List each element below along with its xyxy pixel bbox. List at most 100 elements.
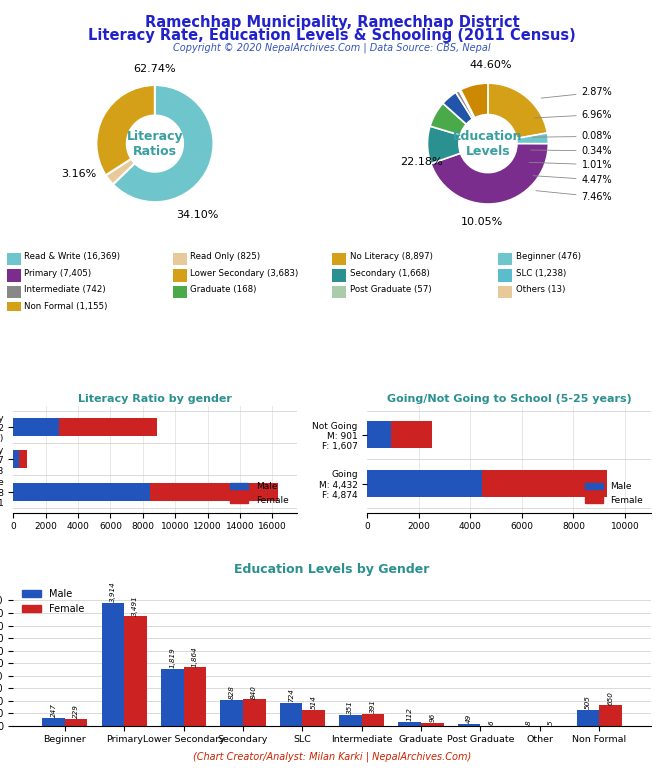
Wedge shape bbox=[459, 90, 475, 118]
Bar bbox=[599, 705, 622, 726]
Bar bbox=[421, 723, 444, 726]
Bar bbox=[102, 603, 124, 726]
Text: 6: 6 bbox=[489, 720, 495, 725]
Bar bbox=[124, 617, 147, 726]
Text: 351: 351 bbox=[347, 700, 353, 714]
Bar bbox=[302, 710, 325, 726]
Text: 62.74%: 62.74% bbox=[133, 64, 176, 74]
Text: No Literacy (8,897): No Literacy (8,897) bbox=[349, 252, 432, 261]
Text: Beginner (476): Beginner (476) bbox=[515, 252, 580, 261]
Bar bbox=[42, 718, 65, 726]
Bar bbox=[7, 269, 21, 282]
Bar bbox=[19, 450, 27, 468]
Wedge shape bbox=[488, 83, 547, 138]
Text: Primary (7,405): Primary (7,405) bbox=[24, 269, 92, 277]
Text: Literacy Rate, Education Levels & Schooling (2011 Census): Literacy Rate, Education Levels & School… bbox=[88, 28, 576, 44]
Text: 840: 840 bbox=[251, 685, 257, 699]
Text: 247: 247 bbox=[50, 703, 56, 717]
Text: 112: 112 bbox=[407, 707, 413, 721]
Legend: Male, Female: Male, Female bbox=[18, 585, 88, 617]
Wedge shape bbox=[430, 103, 466, 135]
Wedge shape bbox=[517, 133, 548, 144]
Text: 391: 391 bbox=[370, 699, 376, 713]
Bar bbox=[7, 286, 21, 299]
Bar bbox=[481, 470, 607, 497]
Text: 4.47%: 4.47% bbox=[533, 175, 612, 185]
Text: Copyright © 2020 NepalArchives.Com | Data Source: CBS, Nepal: Copyright © 2020 NepalArchives.Com | Dat… bbox=[173, 42, 491, 53]
Text: Read & Write (16,369): Read & Write (16,369) bbox=[24, 252, 120, 261]
Title: Education Levels by Gender: Education Levels by Gender bbox=[234, 563, 430, 576]
Bar bbox=[65, 719, 88, 726]
Bar bbox=[7, 303, 21, 315]
Bar bbox=[332, 286, 347, 299]
Text: Graduate (168): Graduate (168) bbox=[190, 285, 256, 294]
Text: 44.60%: 44.60% bbox=[469, 60, 512, 70]
Text: Others (13): Others (13) bbox=[515, 285, 565, 294]
Bar bbox=[7, 252, 21, 265]
Text: 10.05%: 10.05% bbox=[461, 217, 503, 227]
Bar bbox=[13, 483, 149, 501]
Bar bbox=[367, 422, 390, 449]
Text: 0.34%: 0.34% bbox=[531, 146, 612, 156]
Text: 505: 505 bbox=[585, 695, 591, 709]
Text: 3,914: 3,914 bbox=[110, 581, 116, 602]
Text: (Chart Creator/Analyst: Milan Karki | NepalArchives.Com): (Chart Creator/Analyst: Milan Karki | Ne… bbox=[193, 751, 471, 762]
Title: Literacy Ratio by gender: Literacy Ratio by gender bbox=[78, 393, 232, 403]
Text: 724: 724 bbox=[288, 688, 294, 702]
Text: Lower Secondary (3,683): Lower Secondary (3,683) bbox=[190, 269, 298, 277]
Bar bbox=[458, 724, 481, 726]
Text: SLC (1,238): SLC (1,238) bbox=[515, 269, 566, 277]
Bar bbox=[59, 418, 157, 435]
Wedge shape bbox=[431, 144, 548, 204]
Bar bbox=[367, 470, 481, 497]
Text: 49: 49 bbox=[466, 714, 472, 723]
Legend: Male, Female: Male, Female bbox=[581, 478, 646, 508]
Text: Secondary (1,668): Secondary (1,668) bbox=[349, 269, 430, 277]
Wedge shape bbox=[96, 85, 155, 175]
Text: 6.96%: 6.96% bbox=[535, 110, 612, 120]
Bar bbox=[173, 286, 187, 299]
Text: 5: 5 bbox=[548, 720, 554, 725]
Wedge shape bbox=[428, 126, 461, 164]
Bar bbox=[332, 252, 347, 265]
Text: Literacy
Ratios: Literacy Ratios bbox=[127, 130, 183, 157]
Bar bbox=[243, 700, 266, 726]
Bar bbox=[220, 700, 243, 726]
Text: 2.87%: 2.87% bbox=[541, 88, 612, 98]
Text: Intermediate (742): Intermediate (742) bbox=[24, 285, 106, 294]
Bar bbox=[339, 715, 362, 726]
Text: 1,864: 1,864 bbox=[192, 646, 198, 667]
Wedge shape bbox=[106, 159, 135, 184]
Text: Non Formal (1,155): Non Formal (1,155) bbox=[24, 302, 108, 311]
Text: Ramechhap Municipality, Ramechhap District: Ramechhap Municipality, Ramechhap Distri… bbox=[145, 15, 519, 31]
Text: Education
Levels: Education Levels bbox=[453, 130, 523, 157]
Bar bbox=[398, 722, 421, 726]
Text: 3,491: 3,491 bbox=[133, 595, 139, 616]
Bar bbox=[390, 422, 432, 449]
Text: 828: 828 bbox=[228, 685, 234, 699]
Bar bbox=[498, 286, 512, 299]
Text: Post Graduate (57): Post Graduate (57) bbox=[349, 285, 431, 294]
Text: 1.01%: 1.01% bbox=[529, 160, 612, 170]
Wedge shape bbox=[460, 90, 475, 118]
Bar bbox=[498, 252, 512, 265]
Text: Read Only (825): Read Only (825) bbox=[190, 252, 260, 261]
Bar bbox=[280, 703, 302, 726]
Bar bbox=[13, 418, 59, 435]
Wedge shape bbox=[461, 90, 475, 118]
Text: 3.16%: 3.16% bbox=[61, 169, 96, 179]
Bar bbox=[173, 252, 187, 265]
Wedge shape bbox=[461, 83, 488, 118]
Text: 0.08%: 0.08% bbox=[532, 131, 612, 141]
Title: Going/Not Going to School (5-25 years): Going/Not Going to School (5-25 years) bbox=[386, 393, 631, 403]
Bar bbox=[13, 450, 19, 468]
Text: 34.10%: 34.10% bbox=[176, 210, 218, 220]
Text: 96: 96 bbox=[430, 713, 436, 722]
Wedge shape bbox=[456, 91, 474, 119]
Wedge shape bbox=[443, 92, 473, 124]
Legend: Male, Female: Male, Female bbox=[227, 478, 292, 508]
Text: 229: 229 bbox=[73, 704, 79, 718]
Bar bbox=[498, 269, 512, 282]
Text: 650: 650 bbox=[608, 690, 614, 704]
Text: 7.46%: 7.46% bbox=[536, 190, 612, 202]
